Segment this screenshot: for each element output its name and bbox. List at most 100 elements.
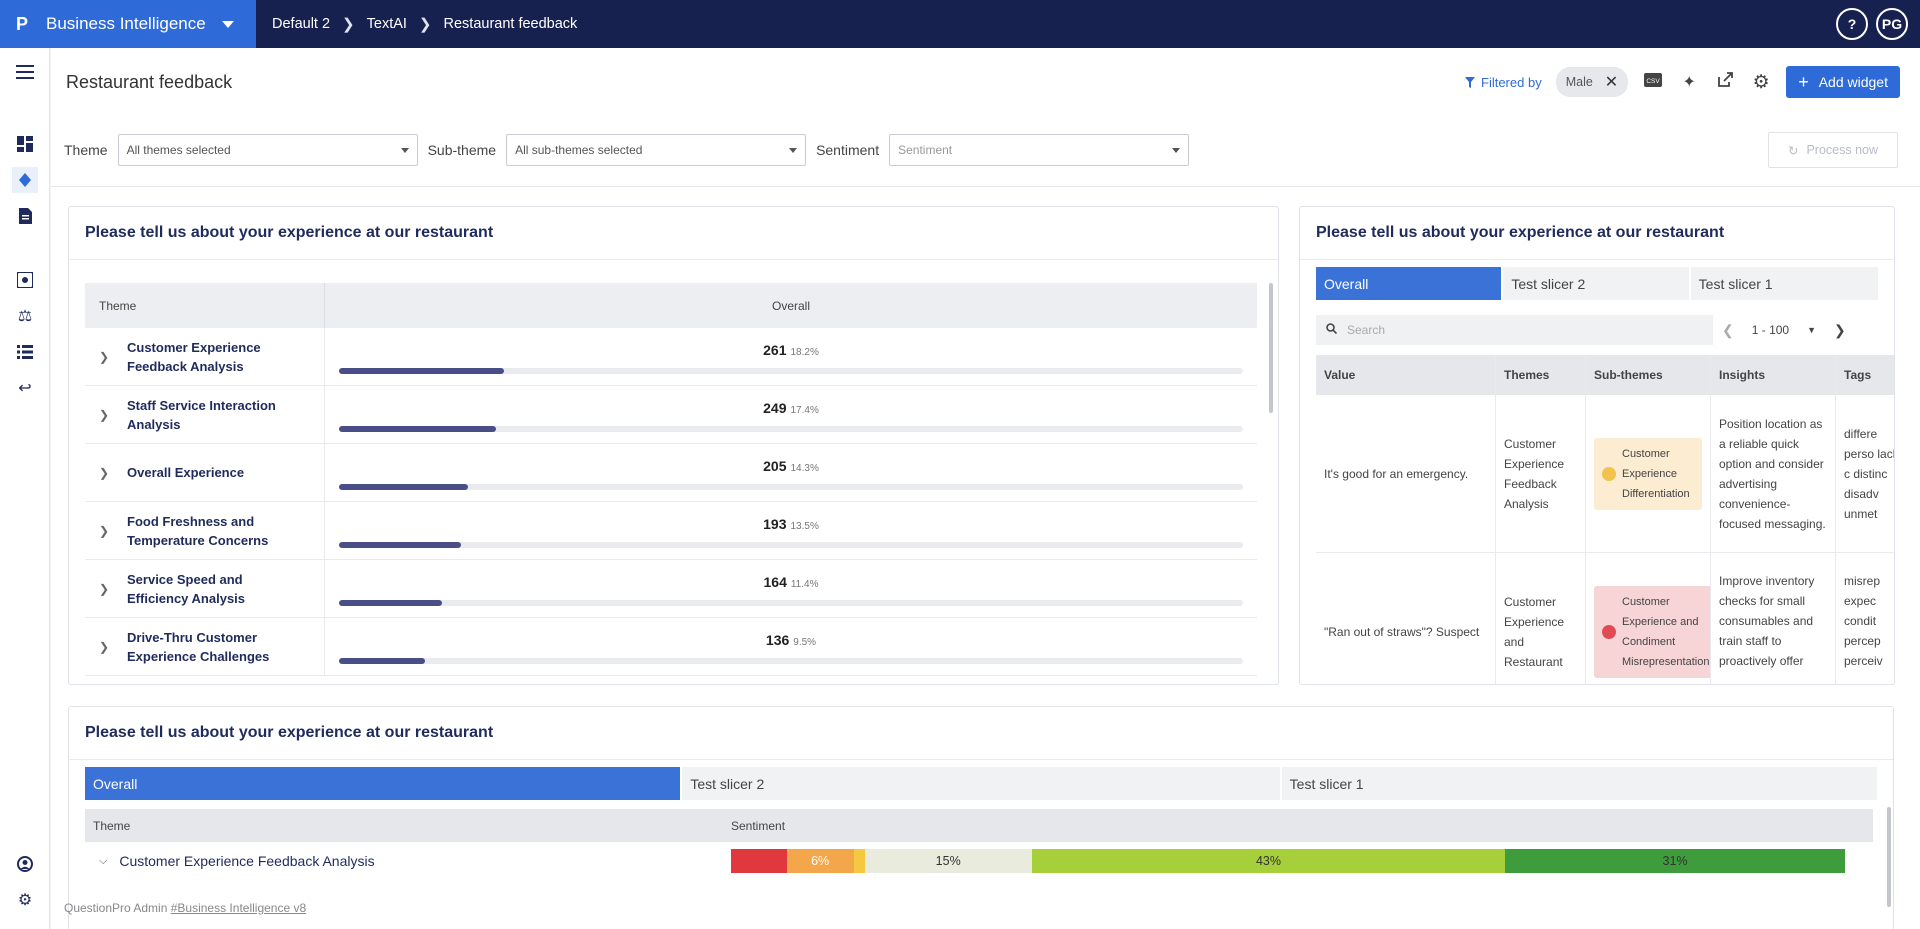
subtheme-badge[interactable]: Customer Experience Differentiation [1594, 437, 1702, 510]
col-theme-header: Theme [93, 818, 131, 833]
table-row[interactable]: ❯ Staff Service Interaction Analysis 249 17… [85, 386, 1257, 444]
neutral-face-icon [1602, 466, 1616, 481]
progress-bar [339, 600, 1243, 606]
progress-fill [339, 426, 497, 432]
table-row[interactable]: ❯ Service Speed and Efficiency Analysis 16… [85, 560, 1257, 618]
settings-gear-icon[interactable]: ⚙ [1752, 71, 1770, 93]
chevron-right-icon[interactable]: ❯ [99, 639, 110, 654]
search-input[interactable]: Search [1316, 315, 1713, 345]
chevron-right-icon[interactable]: ❯ [99, 407, 110, 422]
breadcrumb-item-current: Restaurant feedback [443, 16, 578, 32]
tab-test-slicer-1[interactable]: Test slicer 1 [1281, 767, 1877, 800]
textai-diamond-icon[interactable] [12, 167, 38, 193]
scrollbar[interactable] [1269, 283, 1273, 413]
process-now-button[interactable]: ↻ Process now [1768, 132, 1898, 168]
dropdown-caret-icon [789, 147, 798, 153]
table-row[interactable]: ⌵ Customer Experience Feedback Analysis … [85, 842, 1873, 880]
funnel-icon [1465, 76, 1475, 88]
breadcrumb-item-default[interactable]: Default 2 [272, 16, 331, 32]
gear-icon[interactable]: ⚙ [17, 892, 33, 909]
chevron-right-icon[interactable]: ❯ [1834, 321, 1846, 338]
filtered-by[interactable]: Filtered by [1465, 75, 1542, 90]
percent: 13.5% [790, 521, 819, 532]
dashboard-icon[interactable] [12, 131, 38, 157]
chevron-down-icon[interactable]: ▼ [1807, 325, 1817, 335]
sentiment-segment[interactable] [731, 849, 787, 873]
avatar[interactable]: PG [1876, 8, 1908, 40]
tab-test-slicer-2[interactable]: Test slicer 2 [682, 767, 1280, 800]
scale-icon[interactable]: ⚖ [17, 308, 33, 325]
segment-label: 6% [811, 854, 830, 868]
table-row[interactable]: ❯ Customer Experience Feedback Analysis 26… [85, 328, 1257, 386]
csv-export-icon[interactable]: CSV [1642, 72, 1664, 92]
subtheme-select-value: All sub-themes selected [515, 143, 643, 157]
add-widget-button[interactable]: + Add widget [1786, 66, 1900, 98]
sentiment-segment[interactable] [853, 849, 865, 873]
search-icon [1326, 323, 1338, 337]
theme-select-value: All themes selected [126, 143, 231, 157]
theme-select[interactable]: All themes selected [117, 134, 418, 166]
table-row[interactable]: ❯ Food Freshness and Temperature Concerns… [85, 502, 1257, 560]
undo-icon[interactable]: ↩ [18, 380, 32, 397]
list-icon[interactable] [12, 339, 38, 365]
theme-name: Customer Experience Feedback Analysis [127, 339, 261, 374]
percent: 11.4% [790, 579, 819, 590]
sentiment-segment[interactable]: 15% [864, 849, 1032, 873]
subtheme-badge[interactable]: Customer Experience and Condiment Misrep… [1594, 585, 1710, 678]
tab-test-slicer-1[interactable]: Test slicer 1 [1690, 267, 1878, 300]
filter-chip-label: Male [1565, 75, 1593, 89]
sentiment-segment[interactable]: 6% [786, 849, 854, 873]
sentiment-segment[interactable]: 43% [1031, 849, 1506, 873]
theme-name: Service Speed and Efficiency Analysis [127, 571, 246, 606]
report-icon[interactable] [12, 203, 38, 229]
page-range[interactable]: 1 - 100 [1751, 323, 1790, 337]
chevron-right-icon[interactable]: ❯ [99, 465, 110, 480]
subtheme-filter-label: Sub-theme [427, 142, 497, 158]
count: 249 [763, 400, 787, 416]
chevron-left-icon[interactable]: ❮ [1722, 321, 1734, 338]
percent: 18.2% [790, 347, 819, 358]
analysis-icon[interactable] [12, 267, 38, 293]
share-icon[interactable] [1714, 72, 1736, 92]
table-row[interactable]: ❯ Drive-Thru Customer Experience Challeng… [85, 618, 1257, 676]
hamburger-menu-icon[interactable] [12, 59, 38, 85]
chevron-right-icon: ❯ [418, 16, 432, 33]
responses-widget: Please tell us about your experience at … [1299, 206, 1895, 685]
chevron-right-icon[interactable]: ❯ [99, 523, 110, 538]
theme-cell: ❯ Food Freshness and Temperature Concerns [85, 502, 325, 559]
progress-bar [339, 658, 1243, 664]
close-icon[interactable]: ✕ [1604, 74, 1619, 91]
theme-cell: ❯ Customer Experience Feedback Analysis [85, 328, 325, 385]
progress-fill [339, 600, 443, 606]
subtheme-select[interactable]: All sub-themes selected [506, 134, 807, 166]
chevron-right-icon[interactable]: ❯ [99, 349, 110, 364]
chevron-down-icon[interactable]: ⌵ [99, 854, 108, 867]
slicer-tabs: Overall Test slicer 2 Test slicer 1 [1316, 267, 1880, 300]
table-row[interactable]: It's good for an emergency. Customer Exp… [1316, 395, 1894, 553]
filter-chip[interactable]: Male ✕ [1555, 67, 1629, 97]
ai-sparkle-icon[interactable]: ✦ [1682, 74, 1696, 91]
responses-table: Value Themes Sub-themes Insights Tags It… [1316, 355, 1894, 684]
chevron-right-icon[interactable]: ❯ [99, 581, 110, 596]
sentiment-widget: Please tell us about your experience at … [68, 706, 1894, 929]
add-widget-label: Add widget [1818, 74, 1888, 90]
user-settings-icon[interactable] [12, 851, 38, 877]
widget-title: Please tell us about your experience at … [85, 724, 494, 741]
breadcrumb-item-textai[interactable]: TextAI [366, 16, 407, 32]
scrollbar[interactable] [1887, 807, 1891, 907]
cell-insights: Position location as a reliable quick op… [1711, 395, 1836, 552]
overall-cell: 193 13.5% [325, 502, 1257, 559]
app-switcher[interactable]: P Business Intelligence [0, 0, 256, 48]
tab-overall[interactable]: Overall [1316, 267, 1502, 300]
footer-link[interactable]: #Business Intelligence v8 [170, 901, 307, 915]
theme-table: Theme Overall ❯ Customer Experience Feedb… [85, 283, 1257, 676]
progress-fill [339, 658, 425, 664]
sentiment-select[interactable]: Sentiment [889, 134, 1190, 166]
tab-overall[interactable]: Overall [85, 767, 681, 800]
help-button[interactable]: ? [1836, 8, 1868, 40]
table-row[interactable]: "Ran out of straws"? Suspect Customer Ex… [1316, 553, 1894, 684]
theme-cell: ❯ Drive-Thru Customer Experience Challeng… [85, 618, 325, 675]
sentiment-segment[interactable]: 31% [1505, 849, 1845, 873]
table-row[interactable]: ❯ Overall Experience 205 14.3% [85, 444, 1257, 502]
tab-test-slicer-2[interactable]: Test slicer 2 [1503, 267, 1689, 300]
